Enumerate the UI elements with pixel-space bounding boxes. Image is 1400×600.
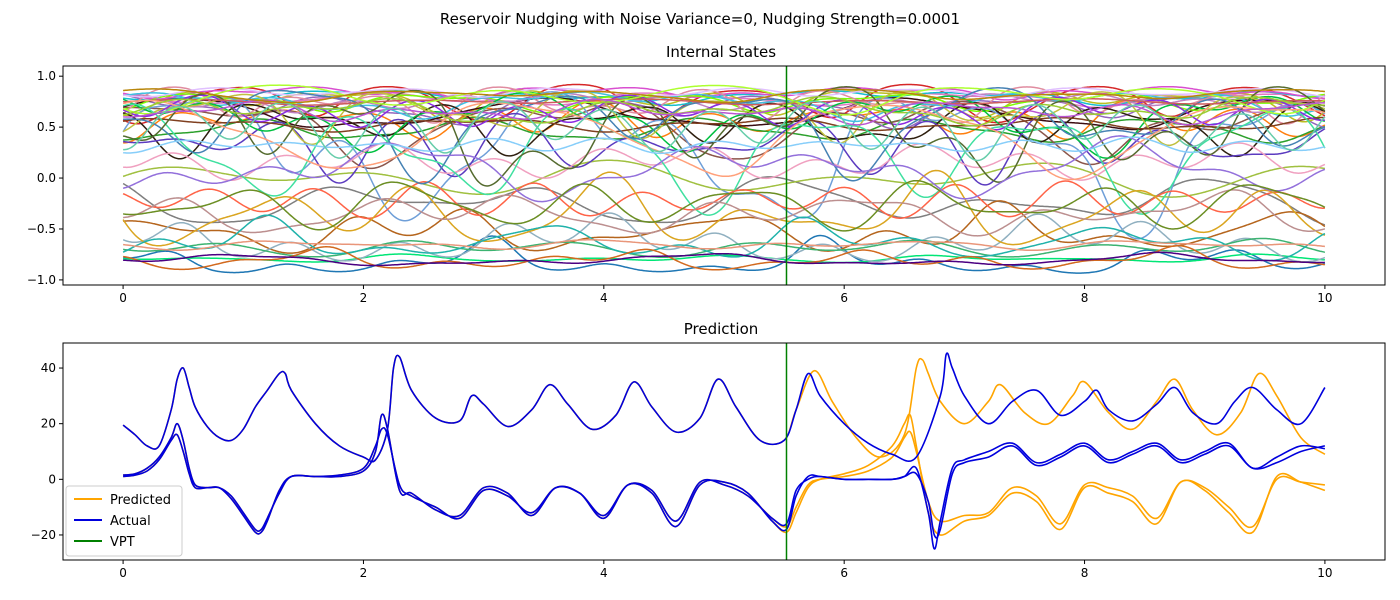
internal-state-line [122, 88, 1326, 104]
y-tick-label: −0.5 [27, 222, 56, 236]
x-tick-label: 6 [840, 291, 848, 305]
internal-states-frame [62, 65, 1386, 286]
x-tick-label: 6 [840, 566, 848, 580]
internal-state-line [123, 244, 1326, 271]
y-tick-label: 0.5 [37, 120, 56, 134]
internal-state-line [122, 176, 1326, 226]
internal-state-line [122, 84, 1326, 116]
x-tick-label: 2 [360, 566, 368, 580]
internal-state-line [122, 135, 1326, 203]
y-tick-label: −20 [31, 528, 56, 542]
x-tick-label: 2 [360, 291, 368, 305]
internal-states-axes: Internal States 0 2 4 6 8 10 −1.0 −0.5 0.0 0.5 1.… [27, 43, 1386, 305]
x-tick-label: 0 [119, 291, 127, 305]
prediction-legend: Predicted Actual VPT [65, 485, 183, 557]
y-tick-label: 0.0 [37, 171, 56, 185]
legend-box [65, 485, 183, 557]
internal-state-line [122, 214, 1326, 262]
prediction-y-axis: −20 0 20 40 [31, 361, 63, 542]
prediction-axes: Prediction 0 2 4 6 8 10 −20 0 20 40 Predicted Act… [31, 320, 1386, 580]
x-tick-label: 4 [600, 291, 608, 305]
x-tick-label: 8 [1081, 291, 1089, 305]
internal-states-title: Internal States [666, 43, 776, 61]
legend-label: Actual [110, 514, 151, 529]
y-tick-label: 40 [41, 361, 56, 375]
y-tick-label: 1.0 [37, 69, 56, 83]
internal-state-line [123, 91, 1326, 109]
internal-state-line [122, 86, 1326, 125]
prediction-frame [62, 342, 1386, 561]
x-tick-label: 10 [1317, 291, 1332, 305]
actual-z-line [122, 352, 1326, 463]
internal-state-line [122, 102, 1326, 160]
legend-label: Predicted [110, 493, 171, 508]
internal-states-y-axis: −1.0 −0.5 0.0 0.5 1.0 [27, 69, 63, 287]
internal-states-series [122, 83, 1326, 274]
internal-state-line [122, 103, 1326, 216]
internal-state-line [122, 136, 1326, 155]
prediction-x-axis: 0 2 4 6 8 10 [119, 560, 1333, 580]
y-tick-label: −1.0 [27, 273, 56, 287]
prediction-series [122, 352, 1326, 550]
actual-y-line [123, 413, 1326, 550]
internal-state-line [123, 98, 1325, 106]
internal-state-line [123, 98, 1325, 126]
y-tick-label: 20 [41, 417, 56, 431]
figure-suptitle: Reservoir Nudging with Noise Variance=0,… [440, 10, 960, 28]
x-tick-label: 4 [600, 566, 608, 580]
internal-state-line [122, 189, 1326, 237]
internal-state-line [123, 239, 1326, 252]
internal-state-line [123, 100, 1326, 162]
internal-state-line [123, 200, 1326, 254]
internal-state-line [123, 237, 1325, 258]
prediction-title: Prediction [684, 320, 759, 338]
internal-state-line [123, 95, 1325, 127]
y-tick-label: 0 [48, 472, 56, 486]
internal-state-line [122, 212, 1326, 263]
internal-state-line [123, 100, 1325, 170]
internal-states-x-axis: 0 2 4 6 8 10 [119, 285, 1333, 305]
legend-label: VPT [110, 535, 135, 550]
x-tick-label: 0 [119, 566, 127, 580]
x-tick-label: 10 [1317, 566, 1332, 580]
internal-state-line [123, 116, 1325, 133]
internal-state-line [122, 179, 1326, 232]
internal-state-line [122, 87, 1325, 98]
x-tick-label: 8 [1081, 566, 1089, 580]
internal-state-line [122, 99, 1326, 181]
internal-state-line [122, 251, 1325, 267]
actual-x-line [123, 422, 1326, 539]
internal-state-line [122, 97, 1326, 131]
